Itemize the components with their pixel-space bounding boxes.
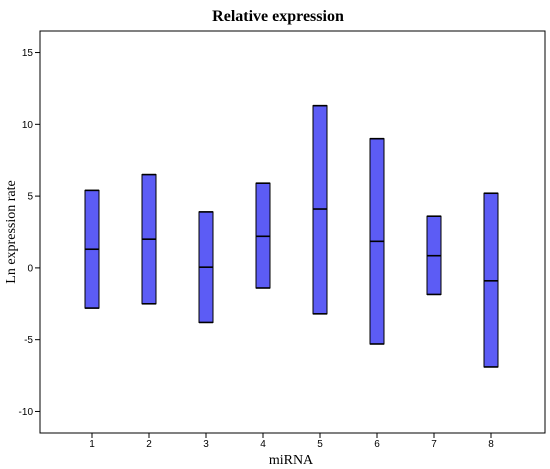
range-bar-8 bbox=[483, 192, 499, 368]
range-bar-7 bbox=[426, 215, 442, 296]
x-axis-label: miRNA bbox=[269, 453, 314, 468]
range-bar-5 bbox=[312, 104, 328, 315]
range-bar-4 bbox=[255, 182, 271, 289]
y-tick-label: -5 bbox=[24, 335, 33, 346]
y-axis: 15 10 5 0 -5 -10 bbox=[19, 48, 40, 418]
x-axis: 1 2 3 4 5 6 7 8 bbox=[89, 433, 494, 450]
range-bar-2 bbox=[141, 173, 157, 305]
range-bars bbox=[84, 104, 499, 368]
plot-area bbox=[39, 30, 546, 434]
x-tick-label: 2 bbox=[146, 439, 152, 450]
y-tick-label: 5 bbox=[27, 192, 33, 203]
x-tick-label: 1 bbox=[89, 439, 95, 450]
x-tick-label: 8 bbox=[488, 439, 494, 450]
x-tick-label: 4 bbox=[260, 439, 266, 450]
range-bar-6 bbox=[369, 137, 385, 345]
range-bar-3 bbox=[198, 211, 214, 324]
x-tick-label: 7 bbox=[431, 439, 437, 450]
y-tick-label: 0 bbox=[27, 263, 33, 274]
y-tick-label: 15 bbox=[22, 48, 34, 59]
x-tick-label: 5 bbox=[317, 439, 323, 450]
chart-title: Relative expression bbox=[212, 8, 344, 25]
range-bar-1 bbox=[84, 189, 100, 309]
x-tick-label: 3 bbox=[203, 439, 209, 450]
x-tick-label: 6 bbox=[374, 439, 380, 450]
y-axis-label: Ln expression rate bbox=[4, 180, 19, 283]
y-tick-label: -10 bbox=[19, 407, 34, 418]
y-tick-label: 10 bbox=[22, 120, 34, 131]
